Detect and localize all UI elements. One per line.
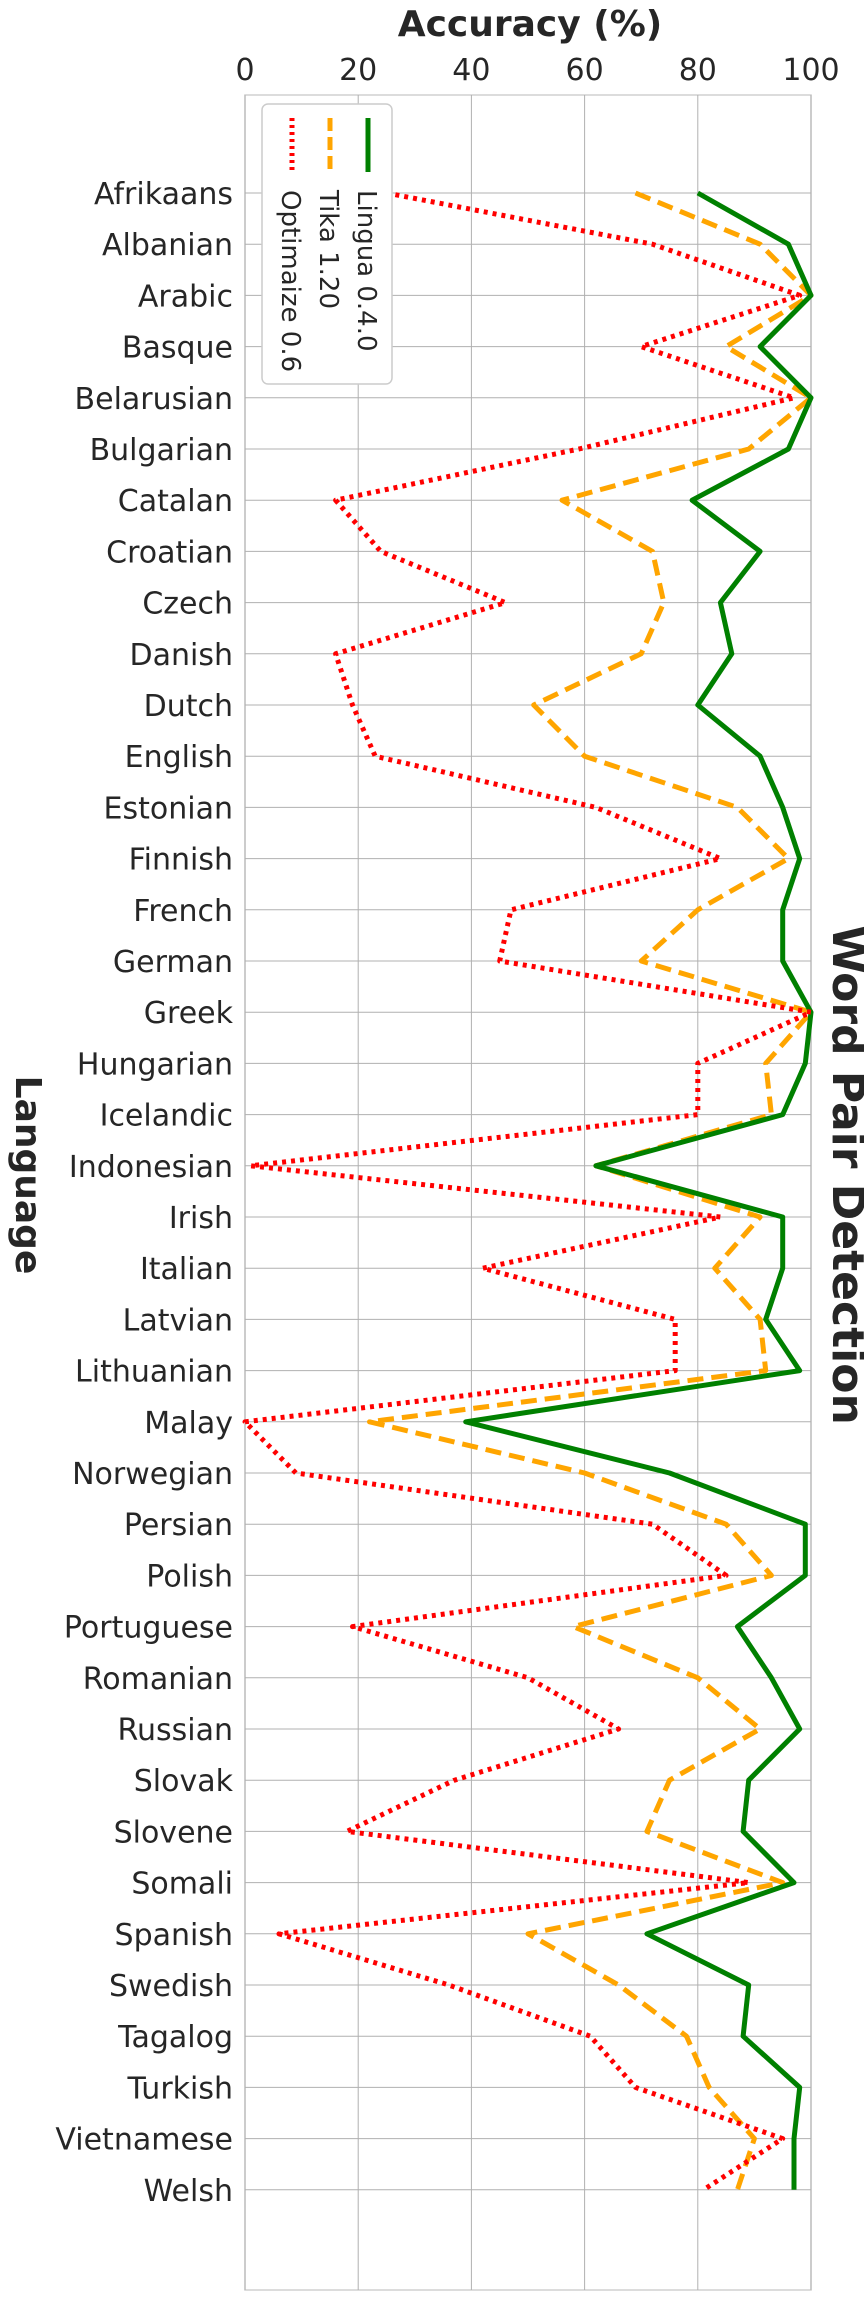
series-layer [242,190,814,2192]
legend: Lingua 0.4.0 Tika 1.20 Optimaize 0.6 [261,103,393,385]
y-tick-label-vietnamese: Vietnamese [55,2123,233,2158]
legend-box [261,103,393,385]
y-tick-label-basque: Basque [122,331,233,366]
y-tick-label-romanian: Romanian [83,1662,233,1697]
y-tick-label-malay: Malay [144,1406,233,1441]
legend-label-optimaize: Optimaize 0.6 [275,190,305,372]
y-tick-label-catalan: Catalan [118,484,233,519]
y-tick-label-english: English [125,740,233,775]
y-tick-label-indonesian: Indonesian [69,1150,233,1185]
y-tick-label-persian: Persian [124,1508,233,1543]
y-tick-label-welsh: Welsh [144,2174,233,2209]
y-axis-title: Language [7,1076,48,1275]
y-tick-label-tagalog: Tagalog [117,2020,233,2055]
y-tick-label-arabic: Arabic [138,279,233,314]
y-tick-label-croatian: Croatian [106,535,233,570]
y-tick-label-albanian: Albanian [102,228,233,263]
y-tick-label-irish: Irish [169,1201,233,1236]
y-tick-label-hungarian: Hungarian [77,1047,233,1082]
y-tick-label-polish: Polish [146,1559,233,1594]
y-tick-label-icelandic: Icelandic [100,1099,233,1134]
y-tick-label-finnish: Finnish [129,843,233,878]
y-tick-label-somali: Somali [131,1867,233,1902]
series-line-lingua-0-4-0 [463,190,814,2190]
y-tick-label-spanish: Spanish [115,1918,233,1953]
grid [244,94,812,2291]
x-tick-label: 40 [452,53,490,88]
x-axis-title: Accuracy (%) [398,4,663,45]
tick-labels: 0 20 40 60 80 100 Afrikaans Albanian Arabic Basqu… [55,53,839,2209]
y-tick-label-afrikaans: Afrikaans [94,177,233,212]
chart-title: Word Pair Detection [822,925,864,1425]
y-tick-label-turkish: Turkish [127,2071,233,2106]
y-tick-label-greek: Greek [144,996,234,1031]
y-tick-label-portuguese: Portuguese [64,1611,233,1646]
y-tick-label-dutch: Dutch [144,689,233,724]
y-tick-label-danish: Danish [130,638,233,673]
x-tick-label: 60 [566,53,604,88]
plot-area-frame [244,94,812,2291]
y-tick-label-german: German [113,945,233,980]
y-tick-label-russian: Russian [117,1713,233,1748]
y-tick-label-slovene: Slovene [114,1815,233,1850]
legend-label-lingua: Lingua 0.4.0 [351,190,381,352]
y-tick-label-lithuanian: Lithuanian [75,1355,233,1390]
x-tick-label: 0 [235,53,254,88]
y-tick-label-latvian: Latvian [123,1303,233,1338]
x-tick-label: 80 [679,53,717,88]
series-line-optimaize-0-6 [242,190,814,2192]
x-tick-label: 100 [782,53,839,88]
y-tick-label-czech: Czech [142,587,233,622]
y-tick-label-norwegian: Norwegian [72,1457,233,1492]
y-tick-label-french: French [133,894,233,929]
y-tick-label-belarusian: Belarusian [75,382,233,417]
y-tick-label-bulgarian: Bulgarian [90,433,233,468]
y-tick-label-italian: Italian [140,1252,233,1287]
y-tick-label-estonian: Estonian [104,791,233,826]
y-tick-label-slovak: Slovak [134,1764,234,1799]
x-tick-label: 20 [339,53,377,88]
legend-label-tika: Tika 1.20 [313,189,343,309]
y-tick-label-swedish: Swedish [109,1969,233,2004]
series-line-tika-1-20 [367,190,814,2191]
